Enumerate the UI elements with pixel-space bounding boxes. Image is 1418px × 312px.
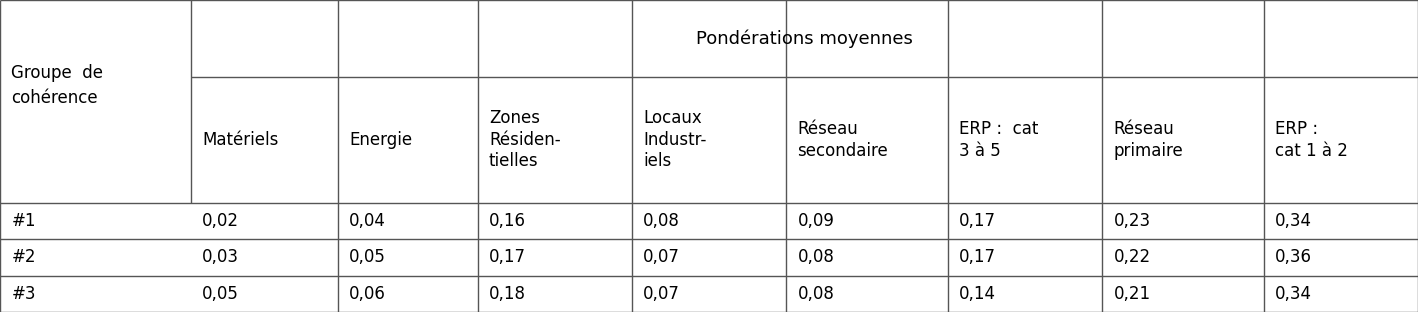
Text: Réseau
secondaire: Réseau secondaire — [797, 120, 888, 159]
Text: 0,17: 0,17 — [959, 248, 995, 266]
Text: Zones
Résiden-
tielles: Zones Résiden- tielles — [489, 109, 560, 170]
Text: 0,16: 0,16 — [489, 212, 526, 230]
Text: 0,05: 0,05 — [349, 248, 386, 266]
Text: 0,03: 0,03 — [203, 248, 240, 266]
Text: ERP :  cat
3 à 5: ERP : cat 3 à 5 — [959, 120, 1038, 159]
Text: 0,07: 0,07 — [644, 248, 681, 266]
Text: #1: #1 — [11, 212, 35, 230]
Text: 0,23: 0,23 — [1113, 212, 1150, 230]
Text: 0,08: 0,08 — [644, 212, 681, 230]
Text: 0,34: 0,34 — [1275, 285, 1312, 303]
Text: 0,36: 0,36 — [1275, 248, 1312, 266]
Text: 0,34: 0,34 — [1275, 212, 1312, 230]
Text: 0,21: 0,21 — [1113, 285, 1150, 303]
Text: #2: #2 — [11, 248, 35, 266]
Text: 0,09: 0,09 — [797, 212, 834, 230]
Text: 0,07: 0,07 — [644, 285, 681, 303]
Text: 0,04: 0,04 — [349, 212, 386, 230]
Text: 0,17: 0,17 — [959, 212, 995, 230]
Text: 0,06: 0,06 — [349, 285, 386, 303]
Text: 0,08: 0,08 — [797, 248, 834, 266]
Text: Réseau
primaire: Réseau primaire — [1113, 120, 1183, 159]
Text: Groupe  de
cohérence: Groupe de cohérence — [11, 64, 104, 107]
Text: Energie: Energie — [349, 131, 413, 149]
Text: Pondérations moyennes: Pondérations moyennes — [696, 29, 913, 48]
Text: 0,18: 0,18 — [489, 285, 526, 303]
Text: 0,22: 0,22 — [1113, 248, 1150, 266]
Text: 0,02: 0,02 — [203, 212, 240, 230]
Text: Locaux
Industr-
iels: Locaux Industr- iels — [644, 109, 706, 170]
Text: 0,14: 0,14 — [959, 285, 995, 303]
Text: Matériels: Matériels — [203, 131, 279, 149]
Text: 0,05: 0,05 — [203, 285, 240, 303]
Text: ERP :
cat 1 à 2: ERP : cat 1 à 2 — [1275, 120, 1349, 159]
Text: 0,17: 0,17 — [489, 248, 526, 266]
Text: #3: #3 — [11, 285, 35, 303]
Text: 0,08: 0,08 — [797, 285, 834, 303]
